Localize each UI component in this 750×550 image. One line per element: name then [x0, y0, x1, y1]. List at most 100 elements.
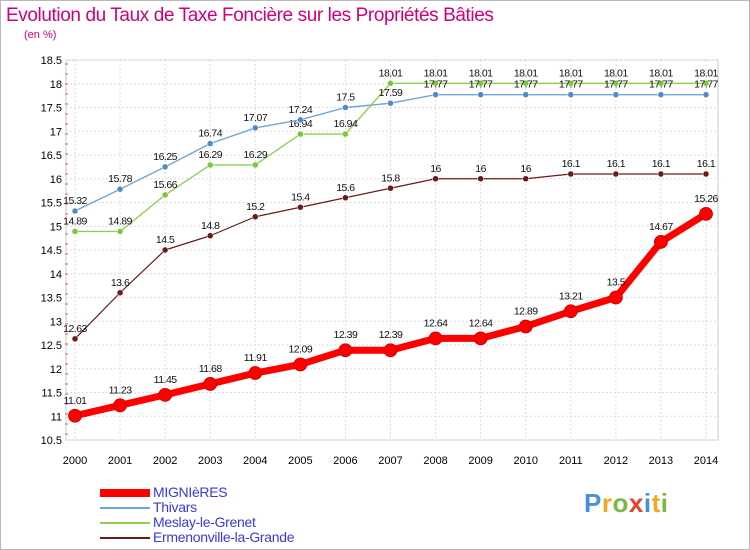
data-point [518, 319, 533, 334]
x-tick-label: 2001 [108, 455, 132, 467]
data-label: 16 [475, 163, 486, 175]
y-tick-label: 12.5 [41, 340, 62, 352]
x-tick-label: 2012 [604, 455, 628, 467]
data-label: 18.01 [424, 67, 448, 79]
logo-letter: x [628, 488, 644, 518]
data-label: 13.5 [607, 277, 626, 289]
data-label: 15.8 [381, 172, 400, 184]
data-point [297, 116, 304, 124]
data-label: 17.77 [604, 79, 628, 91]
x-tick-label: 2010 [513, 455, 537, 467]
y-tick-label: 11.5 [41, 388, 62, 400]
data-point [71, 335, 79, 343]
data-label: 18.01 [559, 67, 583, 79]
y-tick-label: 12 [50, 364, 62, 376]
data-label: 11.91 [244, 352, 268, 364]
legend-swatch [100, 522, 150, 524]
data-label: 15.66 [153, 179, 177, 191]
data-label: 17.77 [424, 79, 448, 91]
data-label: 17.24 [288, 104, 312, 116]
data-label: 11.45 [154, 374, 178, 386]
data-point [248, 366, 263, 380]
y-tick-label: 10.5 [41, 435, 62, 447]
data-label: 18.01 [649, 67, 673, 79]
y-tick-label: 15 [50, 221, 62, 233]
data-point [567, 170, 575, 178]
data-label: 15.6 [336, 182, 355, 194]
data-point [206, 161, 214, 169]
data-point [252, 161, 259, 169]
data-label: 11.01 [64, 395, 88, 407]
y-tick-label: 15.5 [41, 198, 62, 210]
x-tick-label: 2003 [198, 455, 222, 467]
data-label: 16.29 [243, 149, 267, 161]
data-point [612, 80, 620, 87]
x-tick-label: 2011 [559, 455, 583, 467]
data-label: 16.1 [607, 158, 626, 170]
data-point [387, 99, 394, 107]
proxiti-logo: Proxiti [584, 488, 668, 519]
x-tick-label: 2006 [333, 455, 357, 467]
data-point [477, 175, 484, 182]
y-tick-label: 18 [50, 79, 62, 91]
data-label: 16.1 [562, 158, 581, 170]
data-point [252, 124, 259, 132]
data-point [654, 235, 668, 249]
data-point [432, 80, 439, 87]
data-label: 15.78 [108, 173, 132, 185]
data-point [428, 331, 443, 346]
data-point [206, 140, 214, 147]
data-point [342, 194, 349, 201]
data-point [206, 232, 214, 239]
data-point [432, 91, 439, 98]
data-point [522, 91, 529, 98]
legend-swatch [100, 507, 150, 509]
y-tick-label: 11 [51, 411, 62, 423]
logo-letter: o [612, 488, 629, 518]
logo-letter: P [584, 488, 602, 518]
x-tick-label: 2007 [378, 455, 402, 467]
data-label: 15.26 [694, 193, 718, 205]
data-label: 16.1 [697, 158, 716, 170]
x-tick-label: 2005 [288, 455, 312, 467]
data-point [608, 290, 623, 305]
data-label: 17.77 [694, 79, 718, 91]
data-point [113, 398, 127, 413]
y-tick-label: 18.5 [41, 55, 62, 67]
data-point [71, 207, 79, 215]
legend-swatch [100, 537, 150, 539]
data-point [432, 175, 439, 182]
y-tick-label: 13.5 [41, 293, 62, 305]
data-point [383, 343, 398, 358]
y-tick-label: 17 [50, 126, 62, 138]
data-label: 16.74 [198, 128, 222, 140]
legend-label: MIGNIèRES [153, 484, 228, 500]
x-tick-label: 2000 [63, 455, 87, 467]
data-point [342, 104, 349, 111]
data-label: 14.8 [201, 220, 220, 232]
data-point [657, 91, 665, 98]
data-point [158, 387, 173, 402]
data-point [71, 228, 79, 235]
data-label: 16.25 [153, 151, 177, 163]
data-label: 14.5 [156, 234, 175, 246]
data-point [473, 331, 488, 346]
data-label: 13.21 [559, 290, 583, 302]
data-point [293, 357, 308, 372]
data-label: 11.68 [199, 363, 223, 375]
data-label: 15.4 [291, 191, 310, 203]
legend-label: Ermenonville-la-Grande [153, 529, 295, 545]
y-tick-label: 14.5 [41, 245, 62, 257]
data-point [387, 185, 394, 192]
data-label: 14.89 [108, 215, 132, 227]
data-point [699, 206, 713, 221]
data-label: 17.77 [559, 79, 583, 91]
y-tick-label: 14 [50, 269, 62, 281]
data-label: 14.67 [649, 221, 673, 233]
x-tick-label: 2009 [468, 455, 492, 467]
data-point [342, 130, 349, 138]
logo-letter: t [651, 488, 661, 518]
data-point [161, 246, 169, 254]
data-point [161, 191, 169, 199]
data-label: 12.09 [288, 343, 312, 355]
